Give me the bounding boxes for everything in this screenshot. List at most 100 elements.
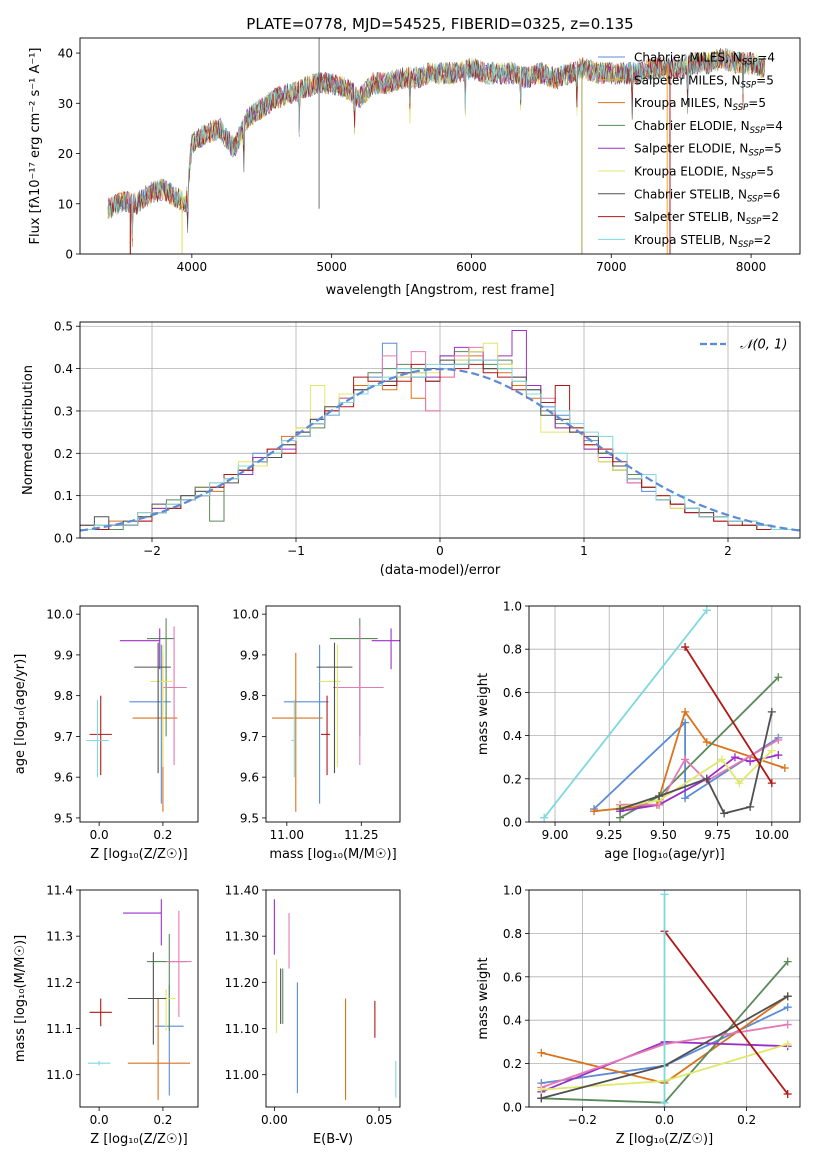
legend-label-tail: =4 (757, 51, 775, 65)
errorbar-point-4 (166, 910, 192, 1017)
x-tick-label: 0.0 (90, 828, 109, 842)
errorbar-point-1 (127, 998, 191, 1101)
x-tick-label: 10.00 (755, 828, 789, 842)
legend-label-sub: SSP (742, 58, 758, 68)
x-tick-label: 0.05 (366, 1113, 393, 1127)
legend-label: Chabrier STELIB, NSSP=6 (634, 187, 780, 204)
y-tick-label: 11.0 (46, 1068, 73, 1082)
x-tick-label: 8000 (736, 260, 767, 274)
mass-weight-marker (537, 1085, 546, 1094)
y-tick-label: 11.10 (225, 1022, 259, 1036)
legend-label-tail: =5 (756, 165, 774, 179)
y-tick-label: 11.3 (46, 930, 73, 944)
legend-label-tail: =4 (765, 119, 783, 133)
y-axis-label: mass weight (476, 957, 491, 1039)
x-tick-label: 5000 (316, 260, 347, 274)
legend-label-main: Chabrier MILES, N (634, 51, 742, 65)
errorbar-point-7 (321, 695, 331, 776)
legend-label: 𝒩(0, 1) (740, 338, 787, 353)
y-tick-label: 9.8 (240, 689, 259, 703)
mass-weight-marker (783, 992, 792, 1001)
x-tick-label: −0.2 (568, 1113, 597, 1127)
y-tick-label: 9.6 (240, 771, 259, 785)
legend-label-sub: SSP (741, 172, 757, 182)
mass-weight-marker (590, 807, 599, 816)
mass-weight-marker (767, 779, 776, 788)
mass-weight-marker (720, 809, 729, 818)
y-tick-label: 30 (58, 97, 73, 111)
mass-weight-marker (681, 643, 690, 652)
x-tick-label: 9.75 (704, 828, 731, 842)
legend-label-tail: =5 (748, 96, 766, 110)
mass-weight-line-3 (619, 754, 779, 813)
y-tick-label: 9.5 (240, 811, 259, 825)
y-tick-label: 9.8 (54, 689, 73, 703)
legend-label-tail: =5 (764, 142, 782, 156)
errorbar-point-4 (162, 626, 187, 765)
legend-label: Kroupa MILES, NSSP=5 (634, 96, 766, 113)
y-tick-label: 0.2 (503, 772, 522, 786)
legend-label-sub: SSP (747, 194, 763, 204)
y-tick-label: 0.3 (54, 404, 73, 418)
x-tick-label: 9.25 (596, 828, 623, 842)
y-tick-label: 0.8 (503, 643, 522, 657)
histogram-steps (80, 330, 800, 538)
mass-weight-marker (655, 792, 664, 801)
legend-label-sub: SSP (746, 217, 762, 227)
legend-label: Salpeter MILES, NSSP=5 (634, 73, 774, 90)
y-tick-label: 11.20 (225, 976, 259, 990)
mass-weight-marker (774, 673, 783, 682)
mass-weight-marker (702, 738, 711, 747)
y-tick-label: 10.0 (232, 608, 259, 622)
axes-frame (265, 889, 401, 1108)
y-tick-label: 0.0 (54, 532, 73, 546)
y-tick-label: 9.6 (54, 771, 73, 785)
mass-weight-line-7 (663, 930, 789, 1095)
legend-label: Kroupa STELIB, NSSP=2 (634, 233, 771, 250)
y-tick-label: 0.8 (503, 927, 522, 941)
mass-weight-marker (681, 794, 690, 803)
errorbar-point-4 (333, 626, 384, 765)
legend-label-sub: SSP (748, 149, 764, 159)
legend-label-main: Chabrier ELODIE, N (634, 119, 750, 133)
errorbar-point-6 (134, 642, 171, 774)
mass-weight-line-7 (684, 646, 773, 784)
axes-frame (79, 889, 199, 1108)
mass-weight-marker (681, 755, 690, 764)
y-tick-label: 11.4 (46, 884, 73, 898)
legend-label: Chabrier ELODIE, NSSP=4 (634, 119, 783, 136)
mass-weight-line-4 (620, 739, 779, 806)
mass-weight-marker (746, 757, 755, 766)
errorbar-point-5 (153, 989, 176, 1031)
legend-label-tail: =2 (754, 233, 772, 247)
mass-weight-marker (702, 774, 711, 783)
spectrum-lines (107, 38, 766, 254)
x-tick-label: 7000 (596, 260, 627, 274)
y-tick-label: 0.6 (503, 970, 522, 984)
y-axis-label: age [log₁₀(age/yr)] (13, 654, 28, 775)
legend-label-main: Salpeter ELODIE, N (634, 142, 748, 156)
legend-label-sub: SSP (741, 80, 757, 90)
errorbar-point-3 (371, 628, 400, 670)
x-axis-label: E(B-V) (313, 1132, 353, 1147)
legend-label-sub: SSP (750, 126, 766, 136)
histogram-series-8 (80, 359, 800, 538)
mass-weight-marker (783, 957, 792, 966)
chart-title: PLATE=0778, MJD=54525, FIBERID=0325, z=0… (246, 15, 633, 33)
mass-weight-panel: 9.00 9.25 9.50 9.75 10.00 0.0 0.2 0.4 0.6 0.8 1.0 a… (476, 600, 801, 862)
y-tick-label: 0.2 (54, 447, 73, 461)
y-tick-label: 0.5 (54, 320, 73, 334)
y-tick-label: 11.40 (225, 884, 259, 898)
mass-weight-panel: −0.2 0.0 0.2 0.0 0.2 0.4 0.6 0.8 1.0 Z [log₁₀(Z/Z… (476, 884, 801, 1147)
x-tick-label: −1 (287, 544, 305, 558)
mass-weight-marker (774, 735, 783, 744)
mass-weight-marker (783, 1089, 792, 1098)
y-tick-label: 0 (65, 248, 73, 262)
legend-label-main: Chabrier STELIB, N (634, 187, 747, 201)
mass-weight-marker (660, 890, 669, 899)
y-tick-label: 0.2 (503, 1057, 522, 1071)
legend-label: Salpeter ELODIE, NSSP=5 (634, 142, 782, 159)
mass-weight-marker (774, 751, 783, 760)
legend-label-tail: =5 (756, 73, 774, 87)
errorbar-point-0 (129, 644, 171, 804)
